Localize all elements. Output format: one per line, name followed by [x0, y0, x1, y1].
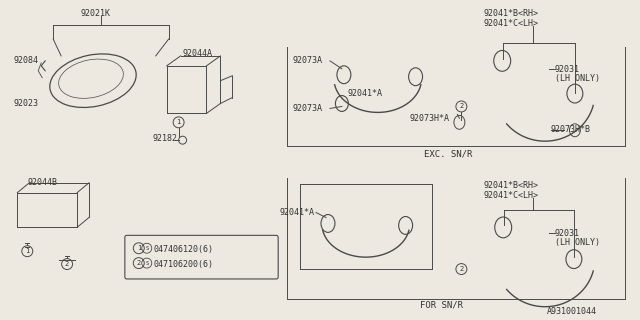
Text: 92041*C<LH>: 92041*C<LH>: [483, 19, 538, 28]
Text: 92182: 92182: [153, 134, 178, 143]
Text: 92044A: 92044A: [182, 49, 212, 58]
Text: FOR SN/R: FOR SN/R: [420, 301, 463, 310]
Text: (LH ONLY): (LH ONLY): [555, 74, 600, 83]
Text: 2: 2: [460, 266, 463, 272]
Text: 92041*B<RH>: 92041*B<RH>: [483, 9, 538, 18]
Text: 1: 1: [137, 245, 141, 251]
Text: 92021K: 92021K: [81, 9, 111, 18]
Text: 92073H*B: 92073H*B: [551, 125, 591, 134]
Text: (LH ONLY): (LH ONLY): [555, 238, 600, 247]
Text: EXC. SN/R: EXC. SN/R: [424, 149, 472, 158]
Text: 92041*A: 92041*A: [279, 208, 314, 217]
Text: 92041*C<LH>: 92041*C<LH>: [483, 191, 538, 200]
Text: 92031: 92031: [555, 229, 580, 238]
Text: 2: 2: [137, 260, 141, 266]
Text: 92041*A: 92041*A: [348, 89, 383, 98]
Text: 2: 2: [65, 261, 69, 267]
Text: 92073A: 92073A: [292, 105, 322, 114]
Text: 92041*B<RH>: 92041*B<RH>: [483, 181, 538, 190]
Text: 92084: 92084: [13, 56, 38, 65]
Text: A931001044: A931001044: [547, 307, 597, 316]
Text: 92073H*A: 92073H*A: [410, 114, 450, 124]
Text: 92023: 92023: [13, 99, 38, 108]
Text: 2: 2: [460, 103, 463, 109]
Text: S: S: [145, 260, 148, 266]
Text: 92073A: 92073A: [292, 56, 322, 65]
Text: 047106200(6): 047106200(6): [154, 260, 214, 269]
Text: 1: 1: [177, 119, 180, 125]
Text: 92044B: 92044B: [28, 178, 57, 187]
Text: 1: 1: [25, 248, 29, 254]
Text: 047406120(6): 047406120(6): [154, 245, 214, 254]
Text: 92031: 92031: [555, 65, 580, 74]
Text: S: S: [145, 246, 148, 251]
